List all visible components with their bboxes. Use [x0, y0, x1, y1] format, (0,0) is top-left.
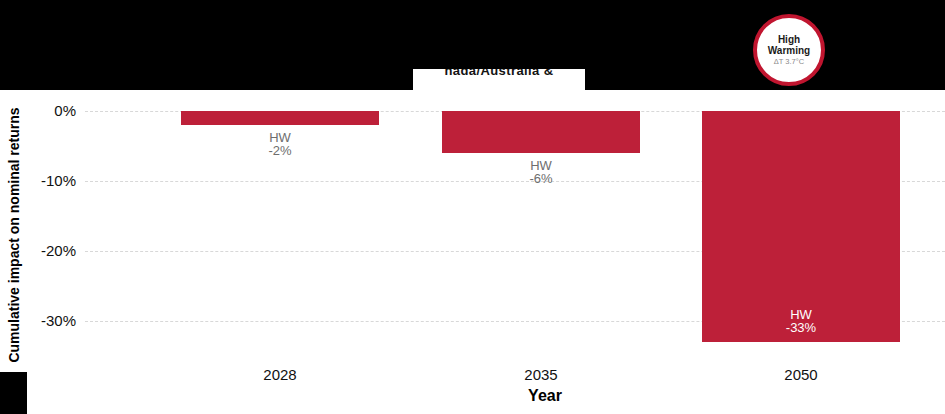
- clipped-title-box: nada/Australia &: [413, 69, 585, 90]
- bar-value-label: HW-2%: [181, 131, 379, 157]
- bar-value-label: HW-6%: [442, 159, 640, 185]
- bar: [181, 111, 379, 125]
- scenario-badge: High Warming ΔT 3.7°C: [753, 14, 825, 86]
- x-axis-tick-label: 2035: [491, 366, 591, 383]
- clipped-title-text: nada/Australia &: [445, 69, 554, 78]
- x-axis-tick-label: 2028: [230, 366, 330, 383]
- scenario-badge-title: High Warming: [765, 34, 813, 56]
- bar: [442, 111, 640, 153]
- bar-label-line: -2%: [181, 144, 379, 157]
- bar-value-label: HW-33%: [702, 308, 900, 334]
- chart-canvas: nada/Australia & High Warming ΔT 3.7°C C…: [0, 0, 945, 414]
- y-axis-title: Cumulative impact on nominal returns: [5, 85, 23, 385]
- x-axis-title: Year: [495, 387, 595, 405]
- bar-label-line: -6%: [442, 172, 640, 185]
- scenario-badge-temperature: ΔT 3.7°C: [774, 57, 804, 66]
- x-axis-tick-label: 2050: [751, 366, 851, 383]
- bottom-left-redaction: [0, 372, 27, 414]
- bar-label-line: -33%: [702, 321, 900, 334]
